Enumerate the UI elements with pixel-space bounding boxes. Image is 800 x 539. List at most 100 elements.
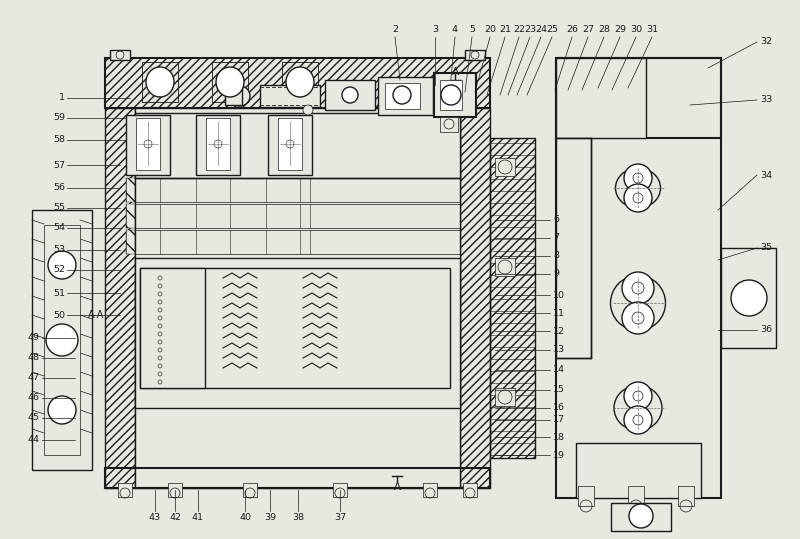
Bar <box>576 443 701 498</box>
Bar <box>142 62 178 102</box>
Text: 13: 13 <box>553 345 565 355</box>
Bar <box>160 204 182 228</box>
Text: 9: 9 <box>553 270 559 279</box>
Circle shape <box>624 164 652 192</box>
Text: 26: 26 <box>566 25 578 34</box>
Bar <box>126 230 148 254</box>
Bar <box>495 388 515 406</box>
Bar <box>266 178 288 202</box>
Bar <box>212 62 248 102</box>
Bar <box>126 178 148 202</box>
Bar <box>678 486 694 506</box>
Bar <box>105 468 490 488</box>
Text: 52: 52 <box>53 266 65 274</box>
Bar <box>556 58 721 498</box>
Circle shape <box>48 251 76 279</box>
Text: 45: 45 <box>28 413 40 423</box>
Bar <box>230 230 252 254</box>
Bar <box>135 113 460 178</box>
Bar <box>465 50 485 60</box>
Ellipse shape <box>615 168 661 208</box>
Bar <box>136 118 160 170</box>
Bar <box>490 138 535 458</box>
Text: 56: 56 <box>53 183 65 192</box>
Circle shape <box>629 504 653 528</box>
Text: 35: 35 <box>760 244 772 252</box>
Bar <box>434 73 476 117</box>
Bar <box>302 115 312 175</box>
Text: 7: 7 <box>553 233 559 243</box>
Text: 27: 27 <box>582 25 594 34</box>
Text: 57: 57 <box>53 161 65 169</box>
Bar <box>225 87 242 105</box>
Bar <box>142 62 178 102</box>
Ellipse shape <box>610 275 666 330</box>
Bar <box>160 230 182 254</box>
Text: 6: 6 <box>553 216 559 225</box>
Text: 49: 49 <box>28 334 40 342</box>
Circle shape <box>230 86 250 106</box>
Text: 54: 54 <box>53 224 65 232</box>
Bar <box>260 85 320 107</box>
Bar <box>556 58 721 138</box>
Text: 53: 53 <box>53 245 65 254</box>
Text: 32: 32 <box>760 38 772 46</box>
Text: 47: 47 <box>28 374 40 383</box>
Circle shape <box>624 382 652 410</box>
Text: 42: 42 <box>169 514 181 522</box>
Bar <box>556 58 646 138</box>
Bar <box>212 62 248 102</box>
Text: A-A: A-A <box>88 310 104 320</box>
Bar <box>278 118 302 170</box>
Bar <box>206 118 230 170</box>
Bar <box>325 80 375 110</box>
Bar <box>32 210 92 470</box>
Bar <box>126 115 170 175</box>
Text: 20: 20 <box>484 25 496 34</box>
Bar <box>126 115 136 175</box>
Bar <box>110 50 130 60</box>
Text: 51: 51 <box>53 288 65 298</box>
Text: 1: 1 <box>59 93 65 102</box>
Text: 11: 11 <box>553 308 565 317</box>
Text: A: A <box>451 67 458 77</box>
Text: 41: 41 <box>192 514 204 522</box>
Text: 40: 40 <box>239 514 251 522</box>
Bar <box>196 204 218 228</box>
Text: 58: 58 <box>53 135 65 144</box>
Text: 21: 21 <box>499 25 511 34</box>
Text: 5: 5 <box>469 25 475 34</box>
Bar <box>135 258 460 408</box>
Text: 18: 18 <box>553 432 565 441</box>
Bar <box>196 230 218 254</box>
Bar <box>556 138 591 358</box>
Bar <box>230 115 240 175</box>
Text: 24: 24 <box>535 25 547 34</box>
Bar <box>243 483 257 497</box>
Ellipse shape <box>216 67 244 97</box>
Bar <box>556 58 646 138</box>
Text: 15: 15 <box>553 385 565 395</box>
Bar <box>196 115 240 175</box>
Bar <box>325 80 375 110</box>
Circle shape <box>303 105 313 115</box>
Text: 17: 17 <box>553 416 565 425</box>
Bar <box>32 210 44 470</box>
Text: 38: 38 <box>292 514 304 522</box>
Text: 10: 10 <box>553 291 565 300</box>
Text: A: A <box>394 482 401 492</box>
Circle shape <box>624 184 652 212</box>
Bar <box>628 486 644 506</box>
Bar <box>230 204 252 228</box>
Bar <box>196 115 206 175</box>
Text: 33: 33 <box>760 95 772 105</box>
Bar <box>490 138 535 458</box>
Text: 59: 59 <box>53 114 65 122</box>
Bar <box>140 268 450 388</box>
Text: 30: 30 <box>630 25 642 34</box>
Bar <box>268 115 312 175</box>
Text: 48: 48 <box>28 354 40 363</box>
Bar <box>611 503 671 531</box>
Bar <box>300 230 322 254</box>
Bar <box>378 77 433 115</box>
